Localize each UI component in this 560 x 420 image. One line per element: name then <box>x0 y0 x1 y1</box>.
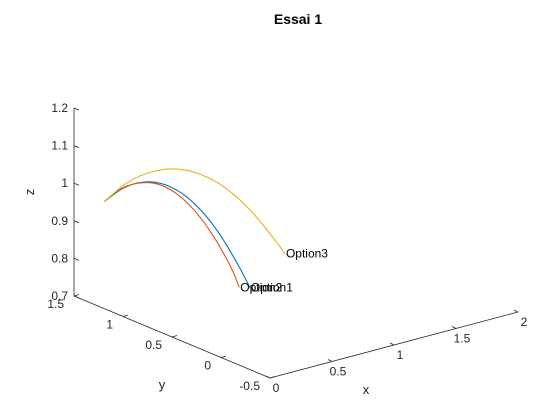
z-tick-mark <box>73 295 80 299</box>
z-tick-mark <box>73 107 80 111</box>
series-lines <box>103 168 286 288</box>
y-axis-label: y <box>159 377 166 392</box>
x-tick-mark <box>451 326 457 329</box>
x-tick-mark <box>327 359 333 362</box>
x-tick-mark <box>389 342 395 346</box>
series-label-3: Option3 <box>286 247 328 261</box>
z-tick-label: 1 <box>61 176 68 190</box>
y-tick-label: 1 <box>106 318 113 332</box>
y-tick-label: 0.5 <box>145 338 162 352</box>
z-tick-mark <box>73 182 80 186</box>
x-tick-label: 0 <box>273 381 280 395</box>
x-tick-label: 1.5 <box>454 332 471 346</box>
z-tick-label: 1.2 <box>51 101 68 115</box>
z-tick-mark <box>73 258 80 261</box>
y-tick-mark <box>171 335 178 338</box>
x-axis-label: x <box>363 382 370 397</box>
z-tick-label: 0.7 <box>51 289 68 303</box>
y-tick-mark <box>220 355 227 358</box>
y-tick-mark <box>122 314 129 317</box>
series-line-1 <box>103 181 251 288</box>
x-tick-label: 0.5 <box>330 365 347 379</box>
x-tick-label: 2 <box>521 315 528 329</box>
y-tick-mark <box>73 294 80 297</box>
z-tick-label: 0.9 <box>51 214 68 228</box>
z-tick-label: 0.8 <box>51 251 68 265</box>
y-tick-mark <box>269 376 276 379</box>
z-tick-mark <box>73 220 80 224</box>
y-tick-label: 0 <box>204 359 211 373</box>
x-tick-mark <box>513 309 519 313</box>
axes: 00.511.52-0.500.511.50.70.80.911.11.2 <box>47 101 527 395</box>
chart-title: Essai 1 <box>274 11 322 27</box>
x-tick-mark <box>265 375 271 379</box>
series-line-3 <box>103 168 286 255</box>
x-tick-label: 1 <box>397 348 404 362</box>
z-tick-mark <box>73 145 80 148</box>
series-line-2 <box>103 182 240 288</box>
series-label-1: Option1 <box>251 281 293 295</box>
series-label-2: Option2 <box>240 280 282 294</box>
y-tick-label: 1.5 <box>47 297 64 311</box>
z-axis-label: z <box>22 189 37 196</box>
z-tick-label: 1.1 <box>51 139 68 153</box>
y-tick-label: -0.5 <box>239 379 260 393</box>
